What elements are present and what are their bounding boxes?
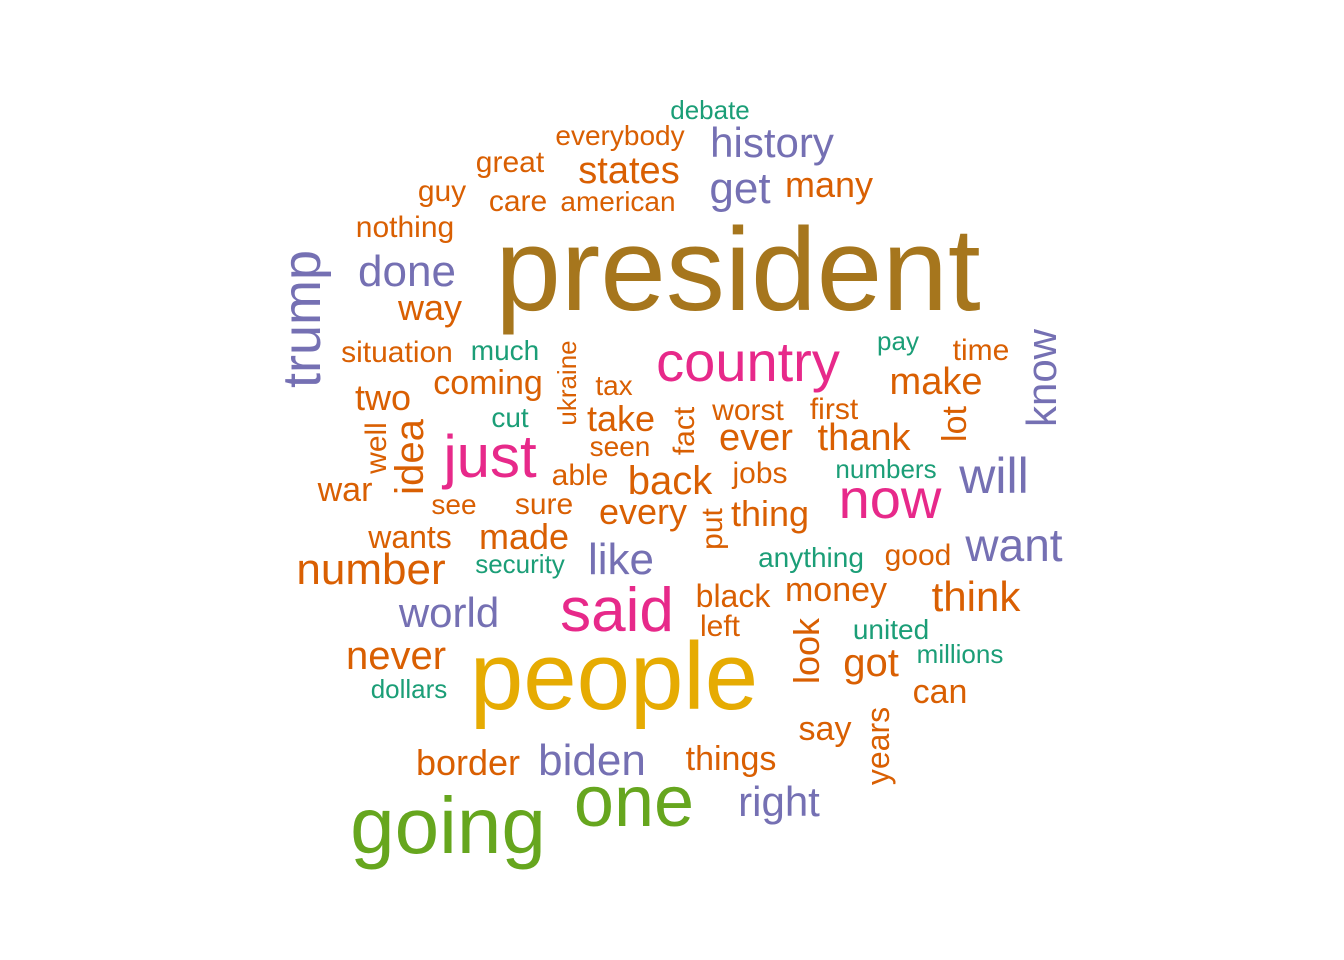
word-like: like: [587, 535, 655, 584]
word-got: got: [843, 641, 899, 685]
word-never: never: [345, 634, 447, 678]
word-security: security: [475, 549, 565, 579]
word-take: take: [586, 398, 656, 439]
word-jobs: jobs: [732, 457, 788, 490]
word-thing: thing: [730, 493, 810, 534]
word-two: two: [354, 377, 412, 418]
word-war: war: [317, 471, 373, 509]
word-make: make: [889, 361, 983, 403]
word-fact: fact: [668, 406, 701, 456]
word-way: way: [397, 287, 463, 328]
word-american: american: [560, 186, 676, 217]
word-going: going: [350, 781, 546, 870]
word-anything: anything: [758, 542, 864, 573]
word-things: things: [685, 740, 777, 778]
word-look: look: [786, 617, 827, 685]
word-everybody: everybody: [555, 120, 685, 151]
word-sure: sure: [514, 488, 574, 521]
word-want: want: [965, 519, 1063, 571]
word-done: done: [358, 247, 456, 296]
word-millions: millions: [916, 639, 1004, 669]
word-tax: tax: [595, 370, 633, 401]
word-history: history: [710, 119, 834, 166]
word-nothing: nothing: [355, 211, 455, 244]
word-lot: lot: [936, 406, 974, 442]
word-people: people: [469, 623, 759, 730]
word-number: number: [296, 545, 446, 594]
word-seen: seen: [589, 431, 651, 462]
word-ukraine: ukraine: [552, 340, 582, 426]
word-put: put: [696, 508, 729, 550]
word-states: states: [578, 150, 680, 192]
word-thank: thank: [817, 417, 911, 459]
word-pay: pay: [877, 326, 919, 356]
word-debate: debate: [670, 95, 750, 125]
word-black: black: [695, 578, 771, 614]
word-worst: worst: [712, 394, 784, 427]
word-one: one: [573, 762, 695, 842]
word-country: country: [656, 330, 840, 393]
word-idea: idea: [388, 419, 432, 495]
word-left: left: [699, 610, 741, 643]
word-world: world: [398, 589, 500, 636]
word-know: know: [1018, 328, 1065, 428]
word-united: united: [852, 614, 930, 645]
word-numbers: numbers: [835, 454, 937, 484]
word-president: president: [495, 204, 981, 336]
word-care: care: [488, 185, 548, 218]
word-will: will: [959, 448, 1029, 504]
word-cut: cut: [491, 402, 529, 433]
word-much: much: [470, 335, 540, 366]
word-say: say: [798, 710, 852, 748]
word-first: first: [809, 393, 859, 426]
word-think: think: [931, 573, 1021, 620]
word-guy: guy: [417, 175, 467, 208]
word-right: right: [738, 778, 820, 825]
word-border: border: [415, 742, 521, 783]
word-wants: wants: [368, 519, 452, 555]
word-time: time: [952, 334, 1010, 367]
word-trump: trump: [272, 249, 332, 389]
word-money: money: [784, 571, 888, 609]
word-years: years: [860, 706, 896, 786]
word-said: said: [560, 576, 674, 645]
word-now: now: [838, 467, 942, 530]
word-ever: ever: [719, 417, 793, 459]
word-get: get: [709, 164, 771, 213]
word-many: many: [784, 164, 874, 205]
word-every: every: [598, 491, 688, 532]
word-see: see: [431, 489, 477, 520]
word-back: back: [627, 459, 713, 503]
word-able: able: [551, 459, 609, 492]
word-good: good: [884, 539, 952, 572]
word-great: great: [475, 146, 545, 179]
word-just: just: [443, 423, 537, 490]
word-coming: coming: [433, 364, 543, 402]
word-made: made: [478, 516, 570, 557]
word-situation: situation: [341, 336, 453, 369]
word-dollars: dollars: [370, 674, 448, 704]
word-can: can: [912, 673, 968, 711]
word-biden: biden: [538, 736, 646, 785]
